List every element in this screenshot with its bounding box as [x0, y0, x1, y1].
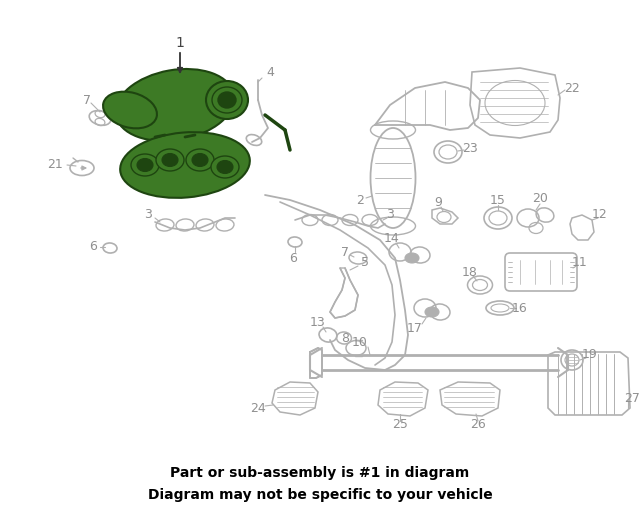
Text: 21: 21 — [47, 159, 63, 172]
Text: 8: 8 — [341, 331, 349, 345]
Text: 14: 14 — [384, 231, 400, 245]
Ellipse shape — [103, 92, 157, 129]
Ellipse shape — [120, 132, 250, 198]
Ellipse shape — [206, 81, 248, 119]
Text: 2: 2 — [356, 194, 364, 206]
Text: 12: 12 — [592, 208, 608, 222]
Text: 10: 10 — [352, 335, 368, 349]
Ellipse shape — [131, 154, 159, 176]
Text: 23: 23 — [462, 141, 478, 155]
Ellipse shape — [186, 149, 214, 171]
Text: 5: 5 — [361, 255, 369, 268]
Ellipse shape — [116, 69, 234, 141]
Text: 3: 3 — [386, 208, 394, 222]
Text: 13: 13 — [310, 316, 326, 330]
Ellipse shape — [211, 156, 239, 178]
Ellipse shape — [425, 307, 439, 317]
Text: 19: 19 — [582, 349, 598, 361]
Text: 25: 25 — [392, 418, 408, 432]
Ellipse shape — [156, 149, 184, 171]
Text: 15: 15 — [490, 194, 506, 206]
Text: 17: 17 — [407, 322, 423, 334]
Text: 18: 18 — [462, 266, 478, 279]
Ellipse shape — [217, 160, 233, 174]
Ellipse shape — [137, 159, 153, 172]
Text: 7: 7 — [341, 245, 349, 259]
Ellipse shape — [212, 87, 242, 113]
Ellipse shape — [162, 154, 178, 166]
Text: 27: 27 — [624, 392, 640, 404]
Text: 3: 3 — [144, 208, 152, 222]
Text: 16: 16 — [512, 302, 528, 314]
Text: 4: 4 — [266, 67, 274, 79]
Text: 26: 26 — [470, 418, 486, 432]
Text: Part or sub-assembly is #1 in diagram: Part or sub-assembly is #1 in diagram — [170, 466, 470, 480]
Text: 6: 6 — [289, 251, 297, 265]
Text: 6: 6 — [89, 241, 97, 253]
Text: 20: 20 — [532, 191, 548, 204]
Text: Diagram may not be specific to your vehicle: Diagram may not be specific to your vehi… — [148, 488, 492, 502]
Ellipse shape — [192, 154, 208, 166]
Text: 7: 7 — [83, 94, 91, 106]
Text: 22: 22 — [564, 81, 580, 95]
Ellipse shape — [405, 253, 419, 263]
Text: 9: 9 — [434, 196, 442, 208]
Text: 24: 24 — [250, 401, 266, 415]
Text: 1: 1 — [175, 36, 184, 50]
Text: 11: 11 — [572, 255, 588, 268]
Ellipse shape — [218, 92, 236, 108]
